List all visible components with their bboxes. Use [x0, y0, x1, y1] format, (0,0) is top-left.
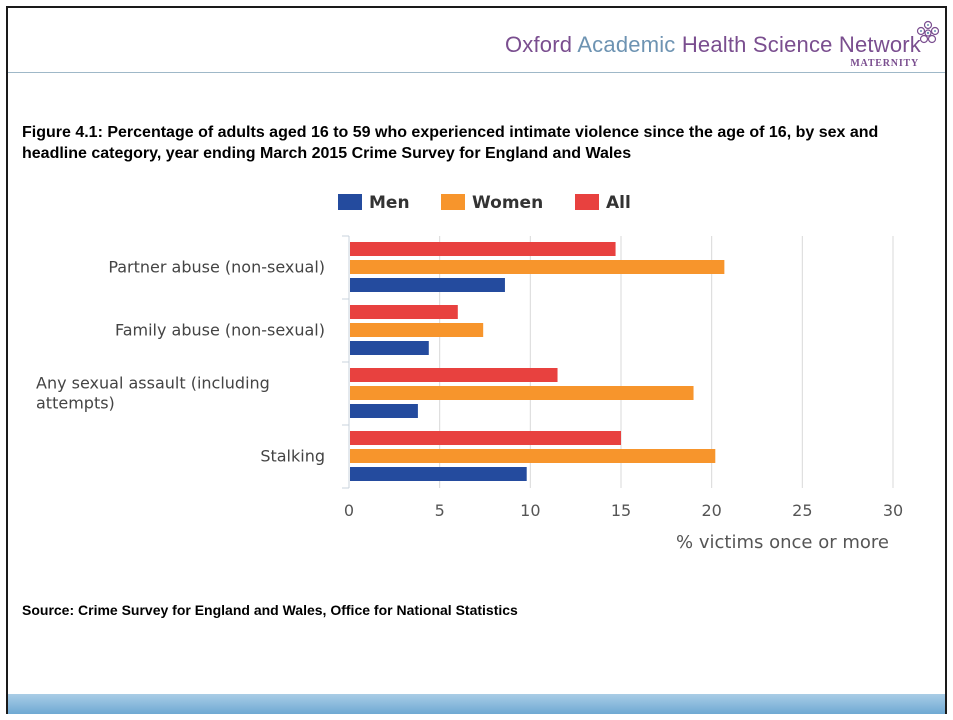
bar-all-2: [350, 368, 558, 382]
legend-swatch-men: [338, 194, 362, 210]
logo-org-part2: Academic: [577, 32, 682, 57]
bar-all-1: [350, 305, 458, 319]
legend-swatch-women: [441, 194, 465, 210]
bar-women-3: [350, 449, 716, 463]
bar-men-1: [350, 341, 429, 355]
source-note: Source: Crime Survey for England and Wal…: [22, 602, 518, 618]
logo-org-part3: Health Science Network: [681, 32, 921, 57]
x-tick-label-10: 10: [520, 501, 540, 520]
x-tick-label-30: 30: [883, 501, 903, 520]
x-tick-label-25: 25: [792, 501, 812, 520]
x-tick-label-0: 0: [344, 501, 354, 520]
logo: Oxford Academic Health Science Network M…: [505, 20, 940, 69]
logo-molecule-icon: [916, 20, 940, 44]
bar-women-2: [350, 386, 694, 400]
logo-org-part1: Oxford: [504, 32, 578, 57]
category-label-2-1: attempts): [36, 394, 115, 413]
logo-subtitle: MATERNITY: [850, 58, 919, 69]
legend-label-women: Women: [472, 193, 543, 213]
bar-men-0: [350, 278, 505, 292]
category-label-0-0: Partner abuse (non-sexual): [108, 258, 325, 277]
header-divider: [8, 72, 945, 73]
footer-band: [8, 694, 945, 714]
legend-swatch-all: [575, 194, 599, 210]
legend-label-all: All: [606, 193, 631, 213]
bar-women-1: [350, 323, 484, 337]
bar-men-3: [350, 467, 527, 481]
x-tick-label-5: 5: [435, 501, 445, 520]
bar-all-3: [350, 431, 621, 445]
x-tick-label-15: 15: [611, 501, 631, 520]
bar-men-2: [350, 404, 418, 418]
bar-all-0: [350, 242, 616, 256]
figure-title: Figure 4.1: Percentage of adults aged 16…: [22, 124, 879, 162]
slide-frame: Oxford Academic Health Science Network M…: [6, 6, 947, 714]
bar-women-0: [350, 260, 725, 274]
x-axis-title: % victims once or more: [676, 532, 889, 553]
category-label-3-0: Stalking: [260, 447, 325, 466]
bar-chart: Partner abuse (non-sexual) Family abuse (…: [36, 193, 903, 553]
legend-label-men: Men: [369, 193, 410, 213]
logo-org-name: Oxford Academic Health Science Network: [505, 32, 921, 58]
x-tick-label-20: 20: [701, 501, 721, 520]
category-label-1-0: Family abuse (non-sexual): [115, 321, 325, 340]
category-label-2-0: Any sexual assault (including: [36, 374, 270, 393]
